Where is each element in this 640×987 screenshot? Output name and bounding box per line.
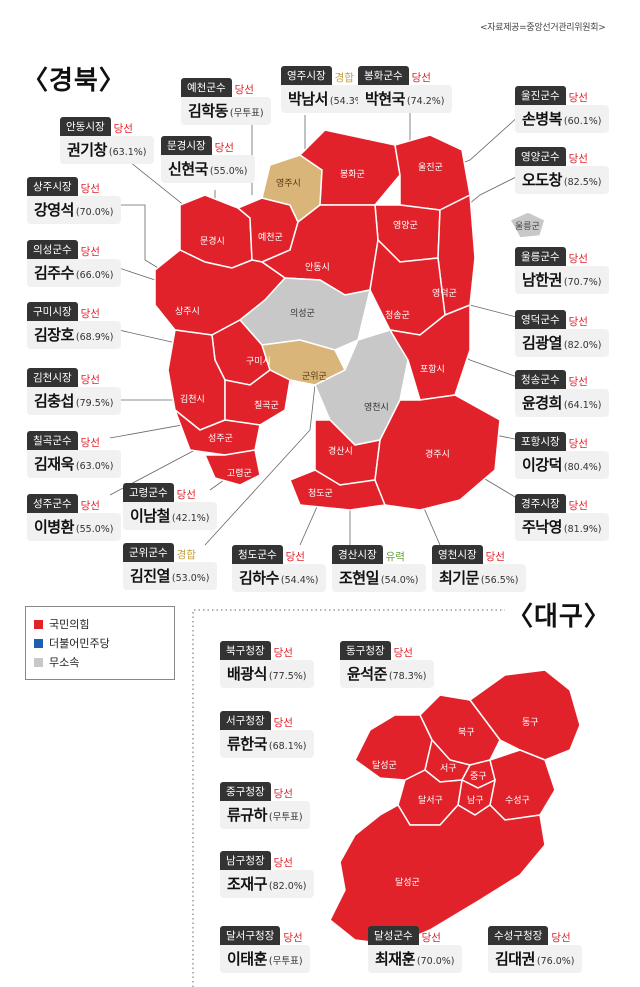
label-mungyeong: 문경시 (200, 235, 225, 247)
region-pohang (388, 303, 471, 401)
callout-seongju: 성주군수 당선 이병환 (55.0%) (27, 494, 121, 541)
daegu-title: 〈대구〉 (507, 602, 611, 632)
label-andong: 안동시 (305, 262, 330, 273)
label-gyeongju: 경주시 (425, 448, 450, 460)
label-bonghwa: 봉화군 (340, 169, 365, 180)
gyeongbuk-regions (154, 129, 546, 511)
label-dalseo: 달서구 (418, 794, 443, 806)
legend-item-dem: 더불어민주당 (34, 635, 166, 651)
callout-yeongdeok: 영덕군수 당선 김광열 (82.0%) (515, 310, 609, 357)
region-ulleung (508, 211, 546, 239)
label-nam: 남구 (467, 795, 484, 806)
label-yecheon: 예천군 (258, 232, 283, 243)
label-sangju: 상주시 (175, 306, 200, 317)
callout-gimcheon: 김천시장 당선 김충섭 (79.5%) (27, 368, 121, 415)
label-seongju: 성주군 (208, 433, 233, 444)
daegu-map: 동구 북구 달성군 서구 중구 달서구 남구 수성구 달성군 (329, 669, 581, 946)
label-cheongdo: 청도군 (308, 488, 333, 499)
label-gyeongsan: 경산시 (328, 445, 353, 457)
legend-swatch-dem (34, 638, 43, 648)
callout-cheongsong: 청송군수 당선 윤경희 (64.1%) (515, 370, 609, 417)
label-dalseong-south: 달성군 (395, 876, 420, 888)
label-suseong: 수성구 (505, 795, 530, 806)
label-seo: 서구 (440, 763, 457, 774)
callout-yeongyang: 영양군수 당선 오도창 (82.5%) (515, 147, 609, 194)
callout-andong: 안동시장 당선 권기창 (63.1%) (60, 117, 154, 164)
callout-gyeongsan: 경산시장 유력 조현일 (54.0%) (332, 545, 426, 592)
label-cheongsong: 청송군 (385, 310, 410, 321)
daegu-region-labels: 동구 북구 달성군 서구 중구 달서구 남구 수성구 달성군 (372, 717, 539, 888)
gyeongbuk-map: 영주시 봉화군 울진군 문경시 예천군 영양군 울릉군 안동시 영덕군 상주시 … (109, 110, 546, 546)
label-goryeong: 고령군 (227, 467, 252, 479)
label-dong: 동구 (522, 717, 539, 728)
label-ulleung: 울릉군 (515, 221, 540, 232)
callout-pohang: 포항시장 당선 이강덕 (80.4%) (515, 432, 609, 479)
callout-nam: 남구청장 당선 조재구 (82.0%) (220, 851, 314, 898)
daegu-divider (192, 609, 505, 987)
label-uljin: 울진군 (418, 162, 443, 173)
callout-sangju: 상주시장 당선 강영석 (70.0%) (27, 177, 121, 224)
callout-cheongdo: 청도군수 당선 김하수 (54.4%) (232, 545, 326, 592)
callout-gunwi: 군위군수 경합 김진열 (53.0%) (123, 543, 217, 590)
legend-item-ind: 무소속 (34, 654, 166, 670)
label-gunwi: 군위군 (302, 371, 327, 382)
label-yeongyang: 영양군 (393, 220, 418, 231)
callout-suseong: 수성구청장 당선 김대권 (76.0%) (488, 926, 582, 973)
callout-buk: 북구청장 당선 배광식 (77.5%) (220, 641, 314, 688)
label-uiseong: 의성군 (290, 308, 315, 319)
callout-goryeong: 고령군수 당선 이남철 (42.1%) (123, 483, 217, 530)
callout-yecheon: 예천군수 당선 김학동 (무투표) (181, 78, 271, 125)
region-seongju (173, 407, 261, 456)
callout-bonghwa: 봉화군수 당선 박현국 (74.2%) (358, 66, 452, 113)
callout-mungyeong: 문경시장 당선 신현국 (55.0%) (161, 136, 255, 183)
region-goryeong (203, 449, 261, 486)
callout-dalseong: 달성군수 당선 최재훈 (70.0%) (368, 926, 462, 973)
region-dalseong-south (329, 803, 546, 946)
callout-jung: 중구청장 당선 류규하 (무투표) (220, 782, 310, 829)
callout-gumi: 구미시장 당선 김장호 (68.9%) (27, 302, 121, 349)
callout-ulleung: 울릉군수 당선 남한권 (70.7%) (515, 247, 609, 294)
legend-item-ppp: 국민의힘 (34, 616, 166, 632)
region-suseong (489, 749, 556, 821)
label-gumi: 구미시 (246, 356, 271, 367)
callout-uiseong: 의성군수 당선 김주수 (66.0%) (27, 240, 121, 287)
label-yeongdeok: 영덕군 (432, 288, 457, 299)
gyeongbuk-region-labels: 영주시 봉화군 울진군 문경시 예천군 영양군 울릉군 안동시 영덕군 상주시 … (175, 162, 540, 499)
label-buk: 북구 (458, 727, 475, 738)
callout-dong: 동구청장 당선 윤석준 (78.3%) (340, 641, 434, 688)
callout-gyeongju: 경주시장 당선 주낙영 (81.9%) (515, 494, 609, 541)
callout-dalseo: 달서구청장 당선 이태훈 (무투표) (220, 926, 310, 973)
label-gimcheon: 김천시 (180, 393, 205, 405)
label-dalseong-north: 달성군 (372, 759, 397, 771)
legend-swatch-ppp (34, 619, 43, 629)
label-yeongcheon: 영천시 (364, 402, 389, 413)
callout-uljin: 울진군수 당선 손병복 (60.1%) (515, 86, 609, 133)
callout-yeongcheon: 영천시장 당선 최기문 (56.5%) (432, 545, 526, 592)
legend-swatch-ind (34, 657, 43, 667)
callout-seo: 서구청장 당선 류한국 (68.1%) (220, 711, 314, 758)
label-yeongju: 영주시 (276, 178, 301, 189)
source-note: <자료제공=중앙선거관리위원회> (480, 23, 606, 33)
region-bonghwa (298, 129, 401, 206)
gyeongbuk-title: 〈경북〉 (22, 66, 126, 96)
callout-chilgok: 칠곡군수 당선 김재욱 (63.0%) (27, 431, 121, 478)
daegu-regions (329, 669, 581, 946)
label-jung: 중구 (470, 771, 487, 782)
label-chilgok: 칠곡군 (254, 400, 279, 411)
region-gyeongju (374, 394, 501, 511)
label-pohang: 포항시 (420, 364, 445, 375)
legend: 국민의힘 더불어민주당 무소속 (25, 606, 175, 680)
